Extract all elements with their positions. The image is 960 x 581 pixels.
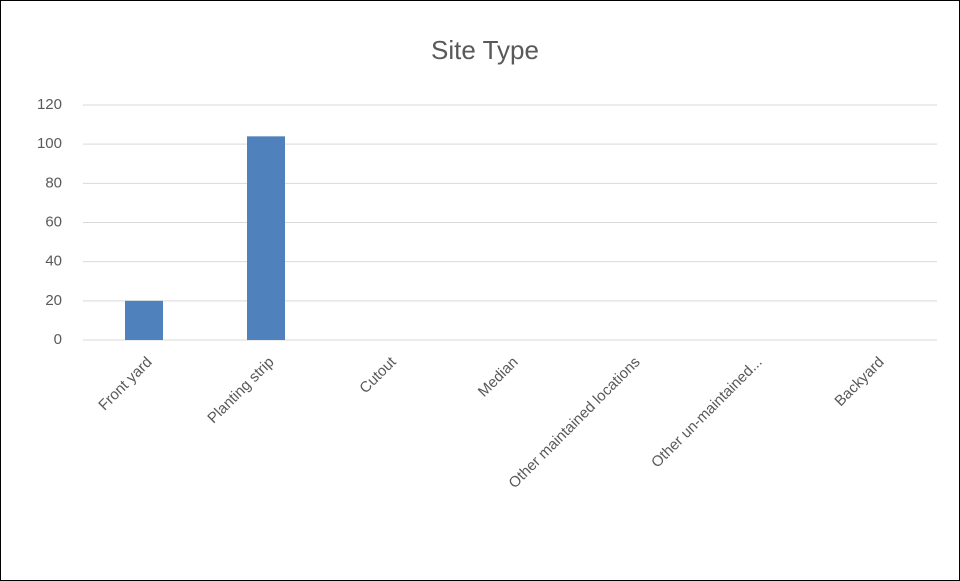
y-tick-label: 0	[54, 331, 62, 348]
bar	[125, 300, 163, 340]
y-tick-label: 60	[45, 213, 62, 230]
chart-title: Site Type	[431, 35, 539, 65]
y-tick-label: 40	[45, 253, 62, 270]
y-tick-label: 100	[37, 135, 62, 152]
bar	[247, 136, 285, 340]
y-tick-label: 120	[37, 96, 62, 113]
y-tick-label: 20	[45, 292, 62, 309]
y-tick-label: 80	[45, 174, 62, 191]
